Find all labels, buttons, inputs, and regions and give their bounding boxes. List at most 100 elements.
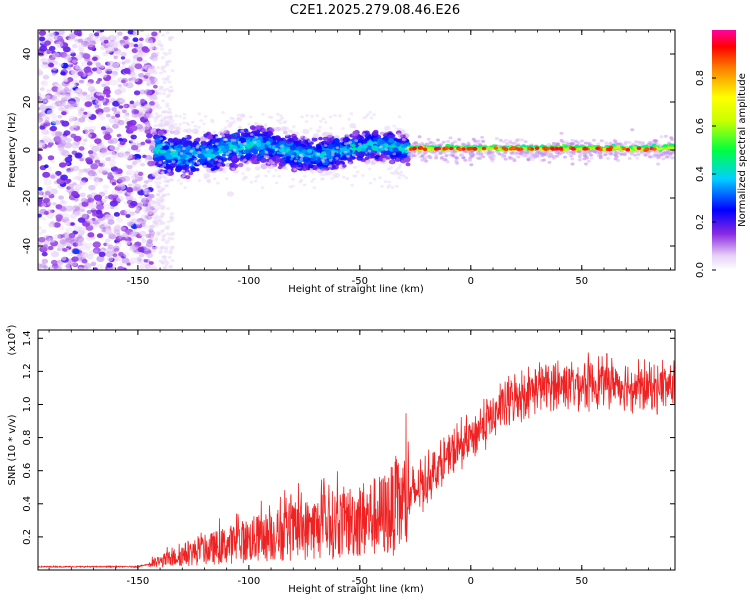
spectrogram-point — [166, 207, 171, 211]
spectrogram-point — [172, 138, 179, 144]
spectrogram-point — [469, 163, 474, 167]
spectrogram-y-axis-label: Frequency (Hz) — [7, 112, 18, 188]
spectrogram-point — [48, 62, 55, 68]
spectrogram-point — [47, 57, 55, 63]
spectrogram-point — [216, 181, 220, 185]
spectrogram-point — [147, 160, 155, 167]
spectrogram-point — [533, 152, 538, 156]
spectrogram-point — [149, 101, 156, 106]
spectrogram-point — [245, 167, 251, 172]
spectrogram-point — [227, 123, 233, 128]
spectrogram-point — [589, 156, 594, 160]
spectrogram-point — [74, 65, 81, 70]
spectrogram-point — [152, 171, 159, 177]
spectrogram-point — [38, 119, 41, 123]
spectrogram-point — [232, 148, 237, 152]
spectrogram-x-tick-label: -50 — [352, 276, 368, 287]
spectrogram-point — [95, 62, 102, 67]
spectrogram-point — [83, 111, 88, 115]
spectrogram-point — [196, 161, 200, 165]
spectrogram-point — [79, 180, 87, 186]
spectrogram-point — [79, 79, 84, 84]
spectrogram-point — [316, 162, 322, 167]
spectrogram-point — [169, 247, 174, 251]
spectrogram-point — [39, 45, 48, 52]
spectrogram-point — [390, 186, 395, 189]
spectrogram-point — [164, 241, 169, 245]
spectrogram-point — [132, 160, 138, 164]
spectrogram-point — [264, 144, 269, 148]
spectrogram-point — [293, 159, 298, 163]
spectrogram-point — [203, 176, 208, 180]
colorbar-tick-label: 0.2 — [695, 214, 706, 230]
spectrogram-point — [43, 197, 51, 203]
spectrogram-point — [68, 82, 77, 89]
spectrogram-point — [122, 114, 130, 119]
spectrogram-point — [594, 151, 599, 155]
spectrogram-point — [117, 119, 125, 126]
spectrogram-point — [144, 89, 153, 96]
spectrogram-point — [40, 63, 48, 69]
spectrogram-point — [96, 255, 105, 263]
spectrogram-point — [339, 163, 343, 167]
spectrogram-point — [165, 78, 170, 82]
spectrogram-point — [251, 148, 258, 154]
spectrogram-point — [341, 127, 345, 130]
spectrogram-point — [83, 169, 88, 173]
spectrogram-point — [150, 127, 158, 134]
spectrogram-point — [321, 132, 328, 138]
spectrogram-point — [240, 160, 245, 164]
spectrogram-x-tick-label: -150 — [127, 276, 150, 287]
spectrogram-point — [321, 151, 327, 156]
spectrogram-point — [310, 114, 314, 118]
spectrogram-point — [444, 154, 449, 158]
spectrogram-point — [103, 44, 109, 49]
spectrogram-point — [109, 40, 118, 48]
spectrogram-point — [135, 123, 143, 130]
spectrogram-point — [455, 161, 460, 165]
spectrogram-point — [253, 179, 258, 183]
spectrogram-point — [237, 140, 241, 144]
spectrogram-point — [412, 146, 417, 151]
spectrogram-point — [130, 138, 135, 143]
spectrogram-point — [77, 71, 84, 77]
spectrogram-point — [299, 178, 304, 182]
spectrogram-point — [160, 47, 165, 51]
spectrogram-point — [162, 163, 167, 167]
spectrogram-point — [157, 31, 162, 35]
spectrogram-point — [285, 133, 289, 137]
spectrogram-point — [89, 155, 95, 160]
spectrogram-point — [149, 224, 155, 229]
spectrogram-point — [63, 86, 70, 91]
snr-y-tick-label: 0.2 — [22, 529, 33, 545]
spectrogram-point — [77, 38, 84, 43]
spectrogram-point — [161, 99, 166, 103]
spectrogram-point — [256, 143, 261, 147]
spectrogram-point — [278, 147, 285, 153]
spectrogram-point — [283, 130, 288, 135]
spectrogram-point — [161, 33, 166, 37]
spectrogram-point — [277, 174, 281, 178]
spectrogram-point — [144, 128, 152, 135]
spectrogram-point — [466, 141, 471, 145]
spectrogram-point — [260, 186, 265, 190]
spectrogram-point — [94, 32, 100, 37]
spectrogram-point — [154, 77, 158, 81]
spectrogram-point — [493, 146, 499, 150]
spectrogram-point — [133, 100, 142, 107]
spectrogram-point — [206, 134, 213, 140]
spectrogram-point — [419, 146, 424, 150]
spectrogram-point — [167, 115, 171, 119]
spectrogram-point — [38, 107, 41, 111]
spectrogram-point — [569, 154, 574, 158]
spectrogram-point — [444, 146, 450, 150]
spectrogram-point — [83, 126, 91, 132]
spectrogram-point — [55, 120, 61, 125]
spectrogram-point — [127, 148, 133, 153]
spectrogram-point — [113, 47, 118, 52]
spectrogram-point — [317, 145, 323, 150]
spectrogram-point — [87, 72, 92, 76]
spectrogram-point — [322, 167, 328, 172]
spectrogram-point — [181, 165, 188, 171]
spectrogram-point — [135, 207, 140, 211]
